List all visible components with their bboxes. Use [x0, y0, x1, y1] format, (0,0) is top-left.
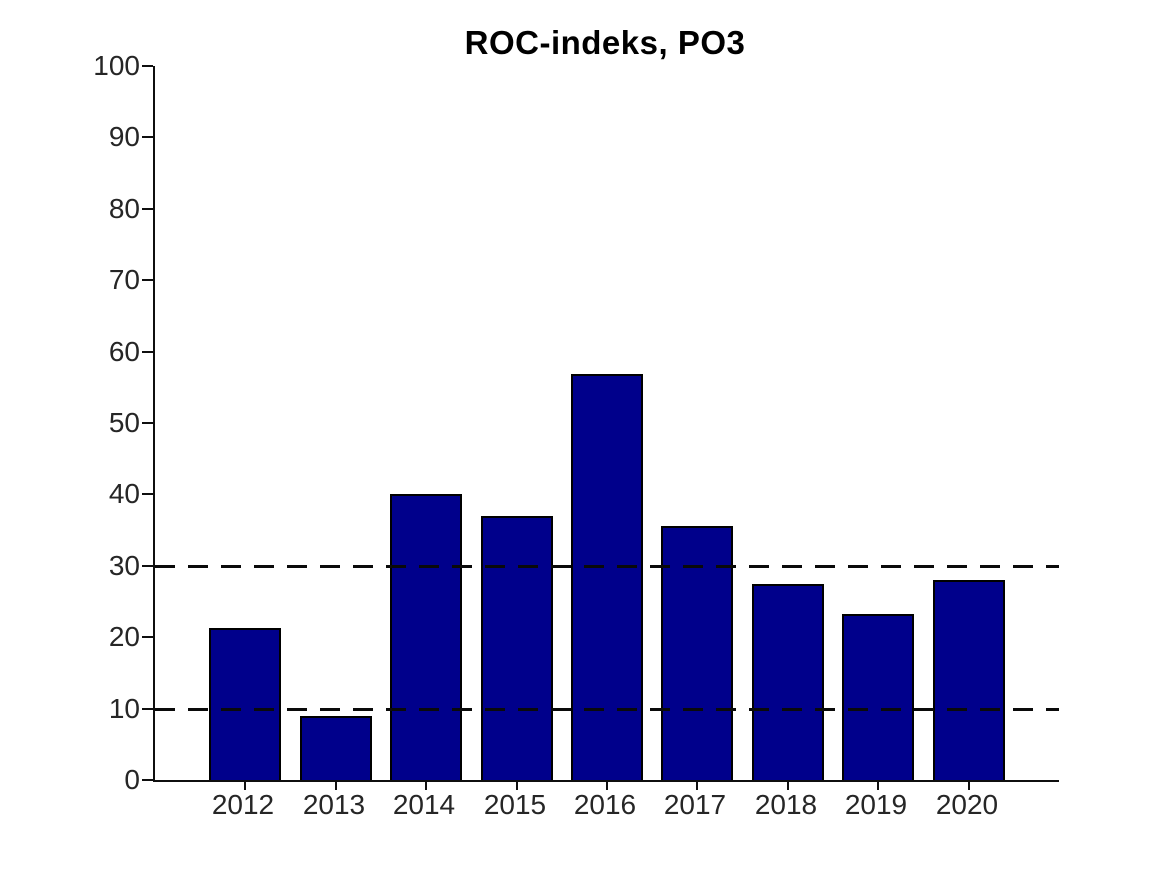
x-tick-label-2015: 2015 — [483, 789, 547, 820]
y-tick-label-50: 50 — [108, 407, 140, 438]
bar-2016 — [571, 374, 643, 780]
bar-2018 — [752, 584, 824, 780]
x-tick-label-2017: 2017 — [663, 789, 727, 820]
y-tick-label-80: 80 — [108, 192, 140, 224]
bar-2015 — [481, 516, 553, 780]
y-tick-label-70: 70 — [108, 264, 140, 296]
x-tick-mark-2018 — [787, 782, 789, 790]
y-tick-mark-40 — [142, 493, 153, 496]
y-tick-mark-30 — [142, 564, 153, 567]
chart-title: ROC-indeks, PO3 — [464, 24, 746, 61]
x-tick-mark-2014 — [425, 782, 427, 790]
y-tick-label-40: 40 — [108, 478, 140, 510]
y-tick-mark-80 — [142, 207, 153, 210]
bar-2017 — [661, 526, 733, 780]
y-tick-mark-50 — [142, 422, 153, 424]
y-tick-label-10: 10 — [108, 692, 140, 724]
x-tick-mark-2016 — [606, 782, 608, 790]
bar-2019 — [842, 614, 914, 780]
y-tick-mark-0 — [142, 779, 153, 781]
bar-2014 — [390, 494, 462, 780]
x-tick-mark-2017 — [696, 782, 698, 790]
bar-2013 — [300, 716, 372, 780]
x-tick-mark-2019 — [877, 782, 879, 790]
bar-2020 — [933, 580, 1005, 780]
y-tick-label-0: 0 — [124, 764, 140, 795]
y-tick-mark-60 — [142, 350, 153, 353]
x-tick-mark-2013 — [335, 782, 337, 790]
x-tick-label-2018: 2018 — [754, 789, 818, 820]
y-tick-label-30: 30 — [108, 549, 140, 581]
y-tick-mark-70 — [142, 279, 153, 282]
reference-line-y10 — [155, 707, 1059, 711]
x-tick-label-2020: 2020 — [935, 789, 999, 820]
x-tick-label-2013: 2013 — [302, 789, 366, 820]
y-tick-label-20: 20 — [108, 621, 140, 653]
plot-area — [142, 65, 1059, 790]
x-tick-label-2012: 2012 — [211, 789, 275, 820]
x-tick-mark-2012 — [244, 782, 246, 790]
x-tick-label-2019: 2019 — [844, 789, 908, 820]
y-tick-label-90: 90 — [108, 121, 140, 153]
y-tick-mark-10 — [142, 707, 153, 710]
x-tick-mark-2020 — [968, 782, 970, 790]
x-tick-label-2014: 2014 — [392, 789, 456, 820]
y-tick-mark-100 — [142, 65, 153, 67]
x-tick-label-2016: 2016 — [573, 789, 637, 820]
y-tick-label-60: 60 — [108, 335, 140, 367]
y-tick-mark-90 — [142, 136, 153, 139]
y-tick-label-100: 100 — [93, 50, 140, 81]
x-tick-mark-2015 — [516, 782, 518, 790]
reference-line-y30 — [155, 564, 1059, 568]
bar-2012 — [209, 628, 281, 780]
y-tick-mark-20 — [142, 636, 153, 639]
